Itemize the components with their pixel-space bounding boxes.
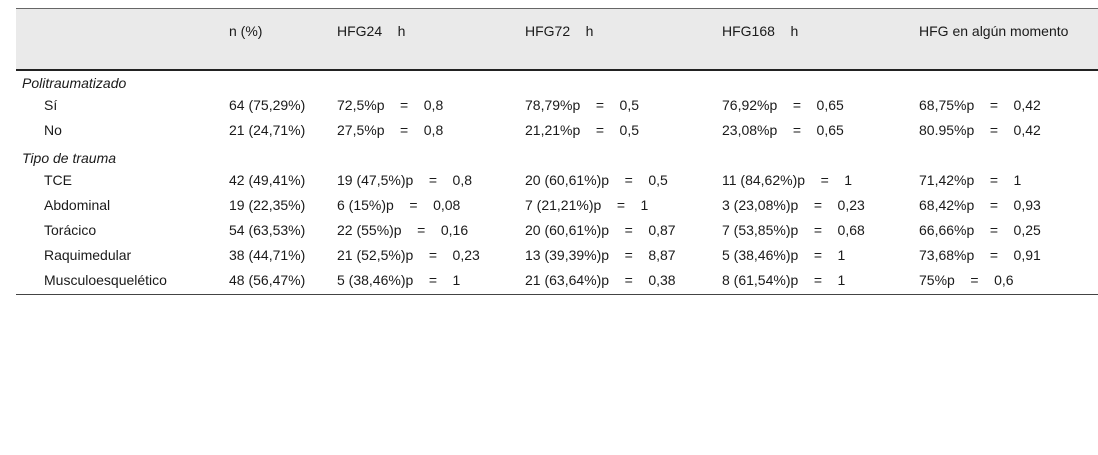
row-label: Raquimedular xyxy=(44,247,132,263)
cell-n: 21 (24,71%) xyxy=(229,122,306,138)
row-label: No xyxy=(44,122,62,138)
table-row: Torácico 54 (63,53%) 22 (55%)p = 0,16 20… xyxy=(16,221,1098,246)
results-table-container: n (%) HFG24 h HFG72 h HFG168 h HFG en al… xyxy=(16,8,1098,295)
cell-hfg168: 11 (84,62%)p = 1 xyxy=(722,172,853,188)
section-row-tipo-de-trauma: Tipo de trauma xyxy=(16,146,1098,168)
cell-hfg72: 20 (60,61%)p = 0,5 xyxy=(525,172,668,188)
row-label: Sí xyxy=(44,97,58,113)
table-row: Raquimedular 38 (44,71%) 21 (52,5%)p = 0… xyxy=(16,246,1098,271)
cell-n: 64 (75,29%) xyxy=(229,97,306,113)
header-hfg72: HFG72 h xyxy=(519,8,716,71)
header-hfg168: HFG168 h xyxy=(716,8,913,71)
cell-hfg168: 8 (61,54%)p = 1 xyxy=(716,271,913,295)
cell-n: 42 (49,41%) xyxy=(229,172,306,188)
cell-hfg-any: 73,68%p = 0,91 xyxy=(919,247,1041,263)
table-row: Sí 64 (75,29%) 72,5%p = 0,8 78,79%p = 0,… xyxy=(16,93,1098,121)
row-label: TCE xyxy=(44,172,72,188)
section-title: Politraumatizado xyxy=(22,75,127,91)
cell-hfg24: 6 (15%)p = 0,08 xyxy=(337,197,461,213)
cell-hfg24: 21 (52,5%)p = 0,23 xyxy=(337,247,480,263)
table-header: n (%) HFG24 h HFG72 h HFG168 h HFG en al… xyxy=(16,8,1098,71)
table-row: No 21 (24,71%) 27,5%p = 0,8 21,21%p = 0,… xyxy=(16,121,1098,146)
cell-hfg-any: 80.95%p = 0,42 xyxy=(919,122,1041,138)
cell-hfg-any: 66,66%p = 0,25 xyxy=(919,222,1041,238)
cell-hfg-any: 68,42%p = 0,93 xyxy=(919,197,1041,213)
header-empty xyxy=(16,8,223,71)
section-row-politraumatizado: Politraumatizado xyxy=(16,70,1098,93)
table-row: Abdominal 19 (22,35%) 6 (15%)p = 0,08 7 … xyxy=(16,196,1098,221)
header-n-percent: n (%) xyxy=(223,8,331,71)
cell-hfg168: 5 (38,46%)p = 1 xyxy=(722,247,846,263)
cell-hfg72: 13 (39,39%)p = 8,87 xyxy=(525,247,676,263)
cell-hfg-any: 68,75%p = 0,42 xyxy=(919,97,1041,113)
row-label: Torácico xyxy=(44,222,97,238)
cell-hfg-any: 75%p = 0,6 xyxy=(913,271,1098,295)
cell-hfg24: 19 (47,5%)p = 0,8 xyxy=(337,172,473,188)
results-table: n (%) HFG24 h HFG72 h HFG168 h HFG en al… xyxy=(16,8,1098,295)
table-row: TCE 42 (49,41%) 19 (47,5%)p = 0,8 20 (60… xyxy=(16,168,1098,196)
header-row: n (%) HFG24 h HFG72 h HFG168 h HFG en al… xyxy=(16,8,1098,71)
cell-hfg24: 22 (55%)p = 0,16 xyxy=(337,222,469,238)
cell-hfg168: 3 (23,08%)p = 0,23 xyxy=(722,197,865,213)
cell-hfg168: 7 (53,85%)p = 0,68 xyxy=(722,222,865,238)
cell-hfg168: 76,92%p = 0,65 xyxy=(722,97,844,113)
cell-n: 54 (63,53%) xyxy=(229,222,306,238)
cell-hfg72: 78,79%p = 0,5 xyxy=(525,97,640,113)
table-body: Politraumatizado Sí 64 (75,29%) 72,5%p =… xyxy=(16,70,1098,295)
header-hfg-any: HFG en algún momento xyxy=(913,8,1098,71)
cell-hfg72: 7 (21,21%)p = 1 xyxy=(525,197,649,213)
cell-hfg24: 5 (38,46%)p = 1 xyxy=(331,271,519,295)
cell-hfg-any: 71,42%p = 1 xyxy=(919,172,1022,188)
cell-hfg24: 72,5%p = 0,8 xyxy=(337,97,444,113)
header-hfg24: HFG24 h xyxy=(331,8,519,71)
cell-n: 38 (44,71%) xyxy=(229,247,306,263)
cell-n: 48 (56,47%) xyxy=(223,271,331,295)
table-row: Musculoesquelético 48 (56,47%) 5 (38,46%… xyxy=(16,271,1098,295)
cell-hfg168: 23,08%p = 0,65 xyxy=(722,122,844,138)
section-title: Tipo de trauma xyxy=(22,150,117,166)
cell-n: 19 (22,35%) xyxy=(229,197,306,213)
cell-hfg72: 20 (60,61%)p = 0,87 xyxy=(525,222,676,238)
row-label: Abdominal xyxy=(44,197,111,213)
cell-hfg72: 21,21%p = 0,5 xyxy=(525,122,640,138)
row-label: Musculoesquelético xyxy=(16,271,223,295)
cell-hfg72: 21 (63,64%)p = 0,38 xyxy=(519,271,716,295)
cell-hfg24: 27,5%p = 0,8 xyxy=(337,122,444,138)
